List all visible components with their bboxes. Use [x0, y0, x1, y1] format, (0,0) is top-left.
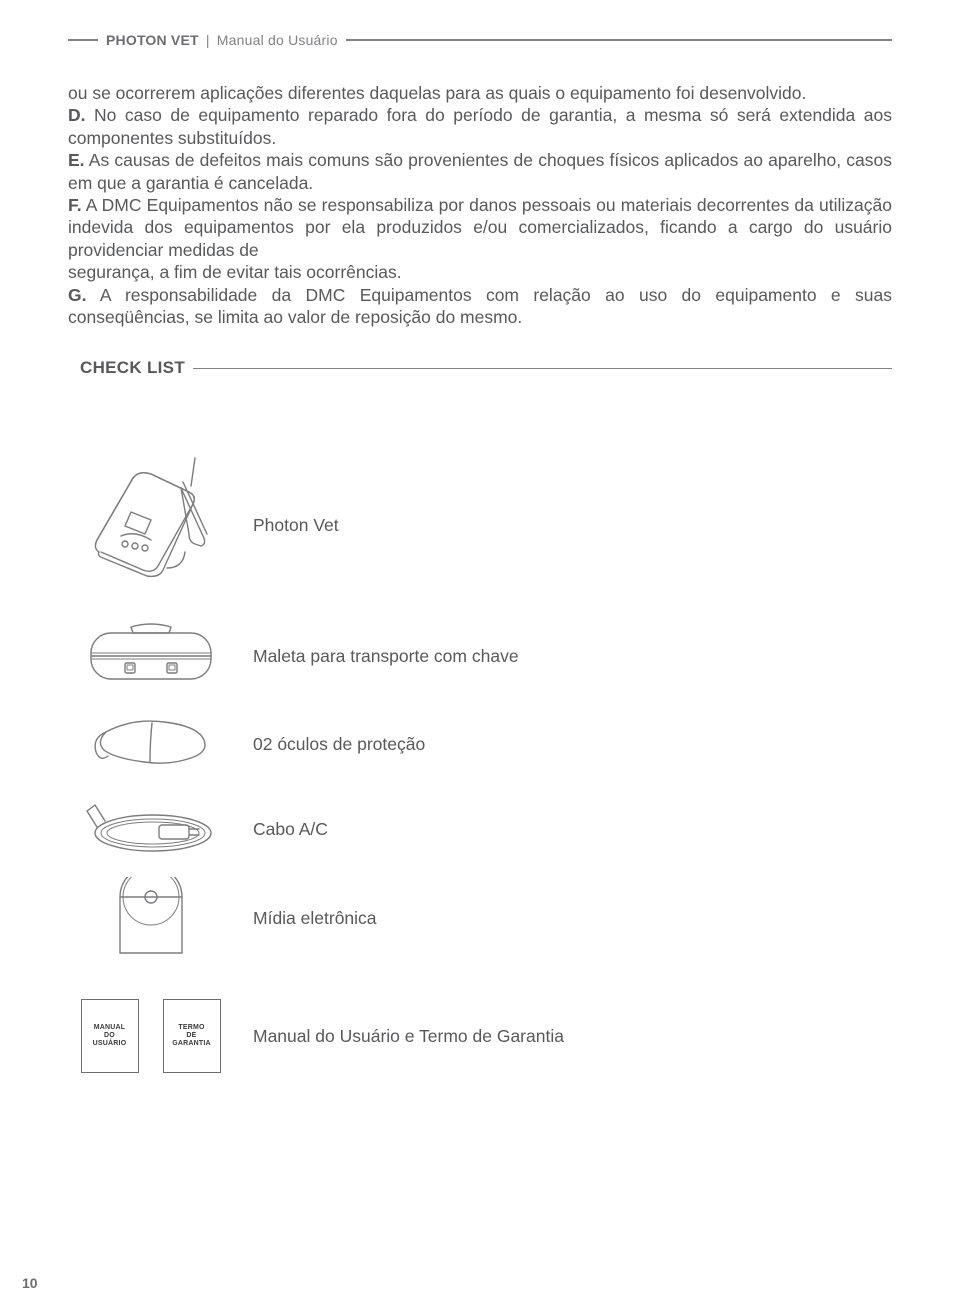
case-icon — [68, 619, 233, 693]
product-name: PHOTON VET — [106, 32, 199, 48]
text-f2: segurança, a fim de evitar tais ocorrênc… — [68, 262, 402, 282]
checklist-row-glasses: 02 óculos de proteção — [68, 702, 892, 786]
body-line1: ou se ocorrerem aplicações diferentes da… — [68, 83, 806, 103]
checklist-row-device: Photon Vet — [68, 440, 892, 610]
manual-text-1: MANUAL — [94, 1024, 126, 1031]
header-subtitle: Manual do Usuário — [217, 32, 338, 48]
manual-page: PHOTON VET | Manual do Usuário ou se oco… — [0, 0, 960, 1090]
section-heading-row: CHECK LIST — [68, 358, 892, 378]
manual-doc-icon: MANUAL DO USUÁRIO — [81, 999, 139, 1073]
checklist-label-case: Maleta para transporte com chave — [233, 646, 519, 667]
manual-text-2: DO — [104, 1032, 115, 1039]
text-g: A responsabilidade da DMC Equipamentos c… — [68, 285, 892, 327]
section-heading: CHECK LIST — [68, 358, 193, 378]
checklist-label-glasses: 02 óculos de proteção — [233, 734, 425, 755]
label-g: G. — [68, 285, 86, 305]
checklist-row-media: Mídia eletrônica — [68, 872, 892, 964]
termo-text-1: TERMO — [178, 1024, 204, 1031]
glasses-icon — [68, 712, 233, 776]
checklist-label-device: Photon Vet — [233, 515, 339, 536]
label-e: E. — [68, 150, 85, 170]
media-icon — [68, 877, 233, 959]
page-number: 10 — [22, 1275, 38, 1291]
label-f: F. — [68, 195, 82, 215]
checklist-row-case: Maleta para transporte com chave — [68, 610, 892, 702]
checklist-label-cable: Cabo A/C — [233, 819, 328, 840]
header-separator: | — [203, 32, 213, 48]
text-d: No caso de equipamento reparado fora do … — [68, 105, 892, 147]
header-title: PHOTON VET | Manual do Usuário — [98, 32, 346, 48]
docs-icon: MANUAL DO USUÁRIO TERMO DE GARANTIA — [68, 999, 233, 1073]
termo-text-3: GARANTIA — [172, 1040, 211, 1047]
checklist: Photon Vet — [68, 440, 892, 1090]
section-rule — [193, 368, 892, 369]
termo-text-2: DE — [186, 1032, 196, 1039]
text-e: As causas de defeitos mais comuns são pr… — [68, 150, 892, 192]
checklist-label-docs: Manual do Usuário e Termo de Garantia — [233, 1026, 564, 1047]
checklist-row-docs: MANUAL DO USUÁRIO TERMO DE GARANTIA — [68, 982, 892, 1090]
text-f: A DMC Equipamentos não se responsabiliza… — [68, 195, 892, 260]
body-text: ou se ocorrerem aplicações diferentes da… — [68, 82, 892, 328]
device-icon — [68, 448, 233, 603]
checklist-label-media: Mídia eletrônica — [233, 908, 377, 929]
checklist-row-cable: Cabo A/C — [68, 786, 892, 872]
cable-icon — [68, 797, 233, 861]
page-header: PHOTON VET | Manual do Usuário — [68, 32, 892, 48]
warranty-doc-icon: TERMO DE GARANTIA — [163, 999, 221, 1073]
label-d: D. — [68, 105, 86, 125]
manual-text-3: USUÁRIO — [93, 1040, 127, 1047]
rule-right — [346, 39, 892, 41]
rule-left — [68, 39, 98, 41]
